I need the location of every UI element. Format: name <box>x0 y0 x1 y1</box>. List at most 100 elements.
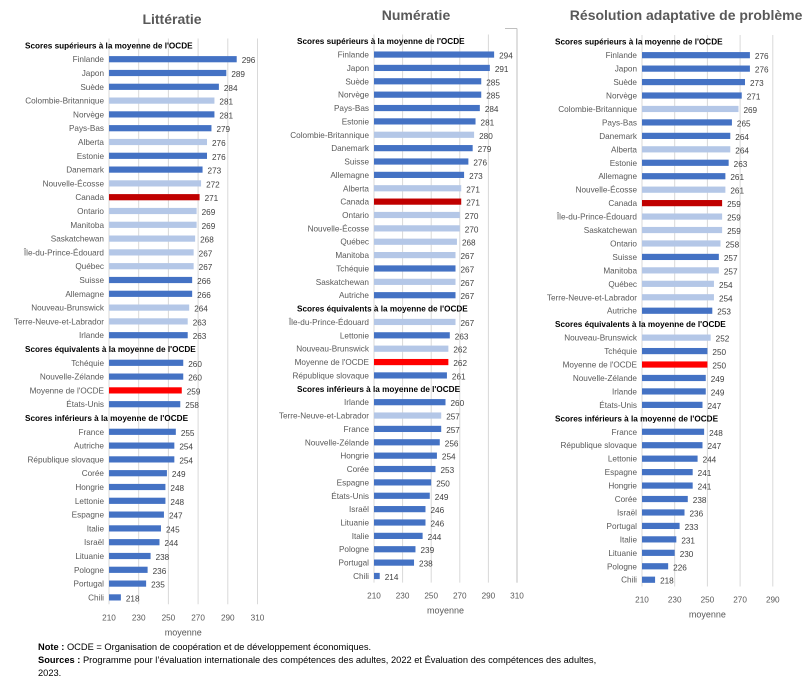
category-label: Finlande <box>73 55 105 64</box>
category-label: Suède <box>613 78 637 87</box>
category-label: Québec <box>340 238 369 247</box>
value-label: 230 <box>680 550 694 559</box>
value-label: 218 <box>126 594 140 603</box>
x-tick-label: 250 <box>701 595 715 604</box>
bar <box>374 118 476 125</box>
category-label: Nouvelle-Écosse <box>576 185 638 195</box>
value-label: 260 <box>188 374 202 383</box>
category-label: Norvège <box>73 110 104 119</box>
sources-label: Sources : <box>38 655 81 665</box>
bar <box>374 572 380 580</box>
bar <box>642 78 746 86</box>
value-label: 263 <box>193 318 207 327</box>
value-label: 276 <box>755 66 769 75</box>
bar <box>109 249 194 256</box>
value-label: 261 <box>730 187 744 196</box>
category-label: Nouveau-Brunswick <box>296 345 370 354</box>
category-label: Espagne <box>605 468 638 477</box>
category-label: États-Unis <box>599 400 637 410</box>
value-label: 285 <box>486 78 500 87</box>
bar <box>374 211 460 219</box>
value-label: 281 <box>219 111 233 120</box>
bar <box>374 452 437 459</box>
category-label: Manitoba <box>70 221 104 230</box>
value-label: 235 <box>151 581 165 590</box>
bar <box>374 425 442 433</box>
category-label: Portugal <box>607 522 638 531</box>
value-label: 214 <box>385 573 399 582</box>
x-tick-label: 270 <box>733 595 747 604</box>
value-label: 248 <box>709 429 723 438</box>
bar <box>374 372 447 379</box>
value-label: 253 <box>717 308 731 317</box>
bar <box>374 292 456 299</box>
bar <box>109 221 197 228</box>
bar <box>109 166 203 173</box>
bar <box>642 482 693 489</box>
value-label: 296 <box>242 56 256 65</box>
value-label: 245 <box>166 525 180 534</box>
bar <box>109 387 182 394</box>
value-label: 271 <box>466 199 480 208</box>
value-label: 231 <box>681 536 695 545</box>
bar <box>109 83 219 90</box>
category-label: Alberta <box>78 138 104 147</box>
value-label: 267 <box>199 249 213 258</box>
category-label: Pays-Bas <box>602 118 637 127</box>
bar <box>109 276 193 284</box>
category-label: Irlande <box>612 387 637 396</box>
category-label: Île-du-Prince-Édouard <box>23 247 105 257</box>
category-label: Nouvelle-Écosse <box>43 178 105 188</box>
value-label: 257 <box>724 267 738 276</box>
group-header: Scores inférieurs à la moyenne de l'OCDE <box>297 385 461 394</box>
bar <box>374 171 465 178</box>
category-label: Île-du-Prince-Édouard <box>288 317 370 327</box>
category-label: Alberta <box>343 184 369 193</box>
bar <box>642 105 739 113</box>
x-tick-label: 290 <box>221 613 235 622</box>
value-label: 248 <box>170 484 184 493</box>
value-label: 241 <box>698 483 712 492</box>
value-label: 254 <box>719 294 733 303</box>
bar <box>374 198 462 205</box>
x-tick-label: 210 <box>367 592 381 601</box>
value-label: 258 <box>725 240 739 249</box>
bar <box>642 334 711 341</box>
category-label: Lettonie <box>75 497 105 506</box>
category-label: Finlande <box>338 51 370 60</box>
value-label: 239 <box>420 546 434 555</box>
value-label: 263 <box>193 332 207 341</box>
category-label: Canada <box>608 199 637 208</box>
category-label: Nouvelle-Zélande <box>40 373 105 382</box>
value-label: 276 <box>473 159 487 168</box>
value-label: 291 <box>495 65 509 74</box>
category-label: Italie <box>352 532 370 541</box>
x-tick-label: 270 <box>191 613 205 622</box>
category-label: Allemagne <box>65 290 104 299</box>
category-label: Terre-Neuve-et-Labrador <box>547 293 637 302</box>
bar <box>642 92 742 99</box>
category-label: Israël <box>617 508 637 517</box>
value-label: 267 <box>199 263 213 272</box>
category-label: Norvège <box>338 91 369 100</box>
bar <box>109 304 190 311</box>
bar <box>109 470 167 477</box>
value-label: 267 <box>461 319 475 328</box>
value-label: 273 <box>750 79 764 88</box>
category-label: Estonie <box>342 117 370 126</box>
category-label: Suisse <box>79 276 104 285</box>
bar <box>109 359 184 366</box>
value-label: 265 <box>737 119 751 128</box>
category-label: Tchéquie <box>336 264 369 273</box>
category-label: Pologne <box>74 566 104 575</box>
category-label: Saskatchewan <box>584 226 638 235</box>
footer-notes: Note : OCDE = Organisation de coopératio… <box>38 641 618 680</box>
bar <box>374 492 430 499</box>
bar <box>109 69 227 77</box>
bar <box>109 332 188 339</box>
bar <box>642 374 706 382</box>
group-header: Scores inférieurs à la moyenne de l'OCDE <box>25 414 189 423</box>
bar <box>374 252 456 259</box>
category-label: Lettonie <box>340 331 370 340</box>
category-label: Suisse <box>344 158 369 167</box>
